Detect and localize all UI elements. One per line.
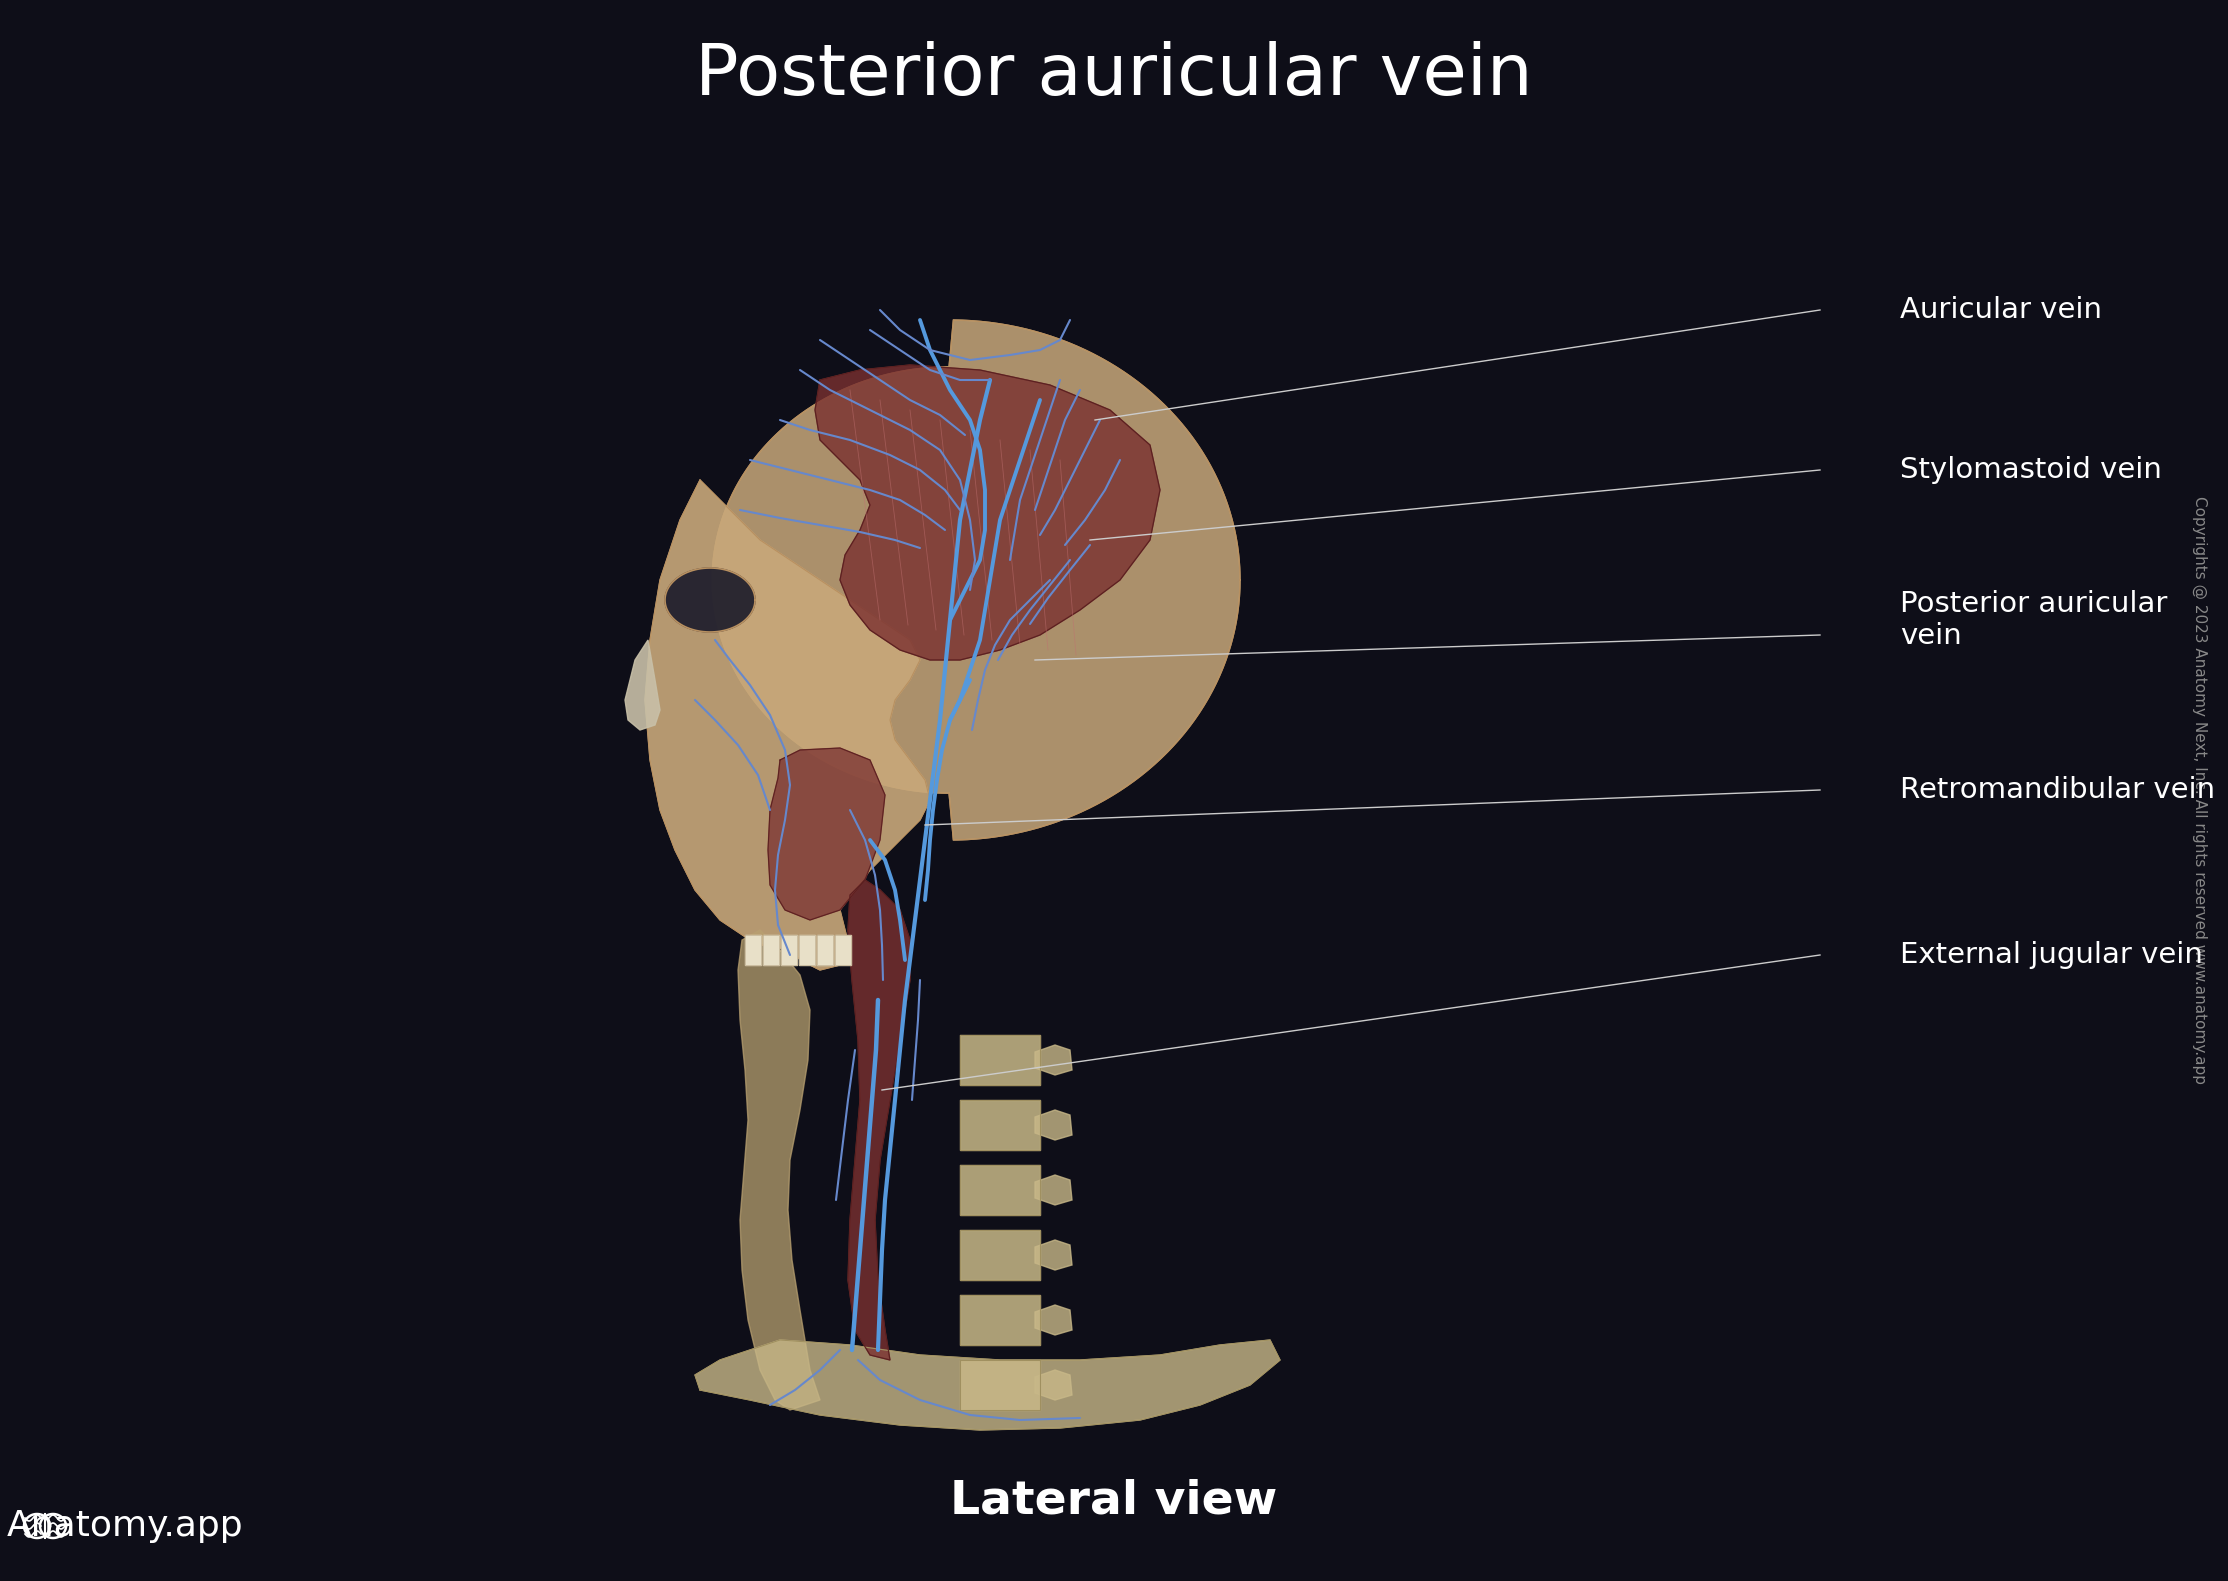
Text: Posterior auricular
vein: Posterior auricular vein xyxy=(1900,590,2168,650)
Bar xyxy=(960,1295,1040,1345)
Bar xyxy=(800,934,815,964)
Bar xyxy=(960,1036,1040,1085)
Bar xyxy=(960,1360,1040,1410)
Text: Retromandibular vein: Retromandibular vein xyxy=(1900,776,2215,805)
Bar xyxy=(836,934,851,964)
Polygon shape xyxy=(1036,1371,1072,1401)
Bar xyxy=(762,934,780,964)
Text: Auricular vein: Auricular vein xyxy=(1900,296,2101,324)
Bar xyxy=(782,934,798,964)
Polygon shape xyxy=(815,365,1161,659)
Polygon shape xyxy=(1036,1110,1072,1140)
Polygon shape xyxy=(1036,1045,1072,1075)
Polygon shape xyxy=(644,481,929,971)
Polygon shape xyxy=(769,748,885,920)
Text: Anatomy.app: Anatomy.app xyxy=(7,1508,243,1543)
Polygon shape xyxy=(1036,1175,1072,1205)
Polygon shape xyxy=(1036,1240,1072,1270)
Bar xyxy=(818,934,833,964)
Bar xyxy=(960,1230,1040,1281)
Polygon shape xyxy=(695,1341,1281,1429)
Text: Copyrights @ 2023 Anatomy Next, Inc. All rights reserved www.anatomy.app: Copyrights @ 2023 Anatomy Next, Inc. All… xyxy=(2192,496,2208,1085)
Polygon shape xyxy=(626,640,659,730)
Polygon shape xyxy=(713,319,1241,840)
Text: Lateral view: Lateral view xyxy=(951,1478,1277,1524)
Text: Stylomastoid vein: Stylomastoid vein xyxy=(1900,455,2161,484)
Bar xyxy=(960,1100,1040,1149)
Text: External jugular vein: External jugular vein xyxy=(1900,941,2203,969)
Bar xyxy=(960,1165,1040,1216)
Bar xyxy=(744,934,762,964)
Polygon shape xyxy=(849,881,909,1360)
Polygon shape xyxy=(737,930,820,1410)
Polygon shape xyxy=(1036,1304,1072,1334)
Text: Posterior auricular vein: Posterior auricular vein xyxy=(695,41,1533,109)
Polygon shape xyxy=(664,568,755,632)
